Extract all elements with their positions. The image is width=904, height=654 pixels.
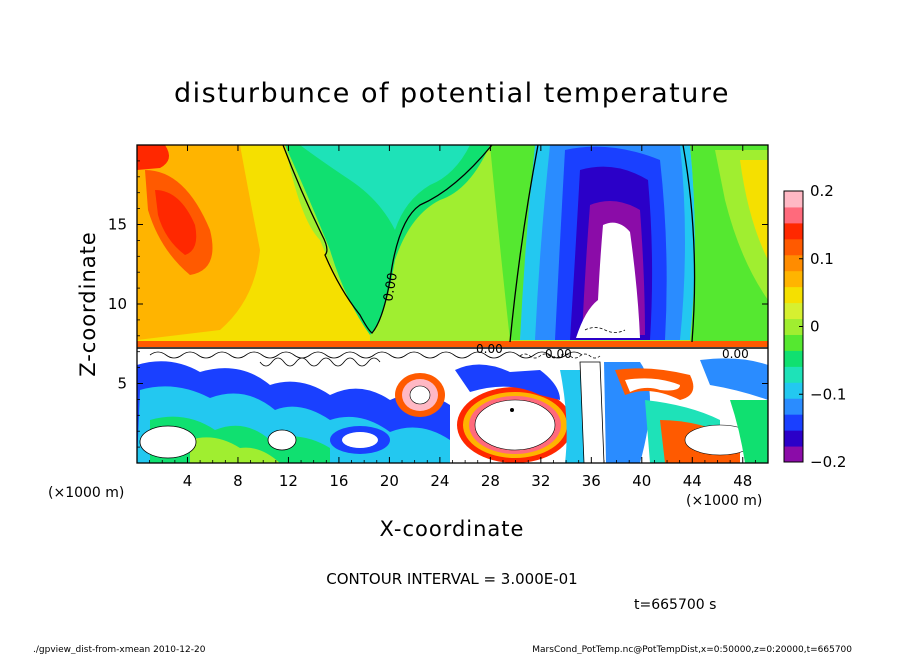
x-unit-right: (×1000 m) (686, 493, 762, 509)
x-unit-left: (×1000 m) (48, 485, 124, 501)
zero-contour-right-2 (682, 145, 696, 343)
footer-right: MarsCond_PotTemp.nc@PotTempDist,x=0:5000… (532, 645, 852, 654)
x-tick-label: 48 (733, 472, 752, 490)
y-tick-label: 15 (108, 216, 127, 234)
colorbar-swatch (784, 430, 803, 447)
colorbar-swatch (784, 302, 803, 320)
chart-title: disturbunce of potential temperature (174, 78, 730, 109)
plot-area (137, 145, 768, 463)
y-tick-label: 5 (117, 375, 127, 393)
x-axis: 4 8 12 16 20 24 28 32 36 40 44 48 (149, 145, 756, 490)
neutral-tongue (285, 145, 490, 335)
colorbar-swatch (784, 334, 803, 351)
colorbar-swatch (784, 222, 803, 240)
colorbar-tick-label: 0.1 (810, 250, 834, 268)
zero-contour-left (282, 145, 493, 334)
time-label: t=665700 s (634, 597, 716, 613)
y-axis: 5 10 15 (108, 160, 768, 448)
x-axis-title: X-coordinate (380, 517, 525, 541)
contour-label: 0.00 (722, 347, 749, 361)
y-axis-title: Z-coordinate (76, 231, 100, 377)
white-core (576, 222, 640, 338)
colorbar-swatch (784, 206, 803, 224)
footer-left: ./gpview_dist-from-xmean 2010-12-20 (33, 645, 206, 654)
x-tick-label: 4 (183, 472, 193, 490)
colorbar-tick-label: 0 (810, 318, 820, 336)
x-tick-label: 24 (430, 472, 449, 490)
colorbar-swatch (784, 366, 803, 383)
x-tick-label: 16 (329, 472, 348, 490)
colorbar-swatch (784, 318, 803, 335)
colorbar-swatch (784, 238, 803, 256)
contour-label: 0.00 (545, 347, 572, 361)
colorbar-swatch (784, 191, 803, 208)
x-tick-label: 20 (380, 472, 399, 490)
colorbar-swatch (784, 254, 803, 272)
colorbar-ticks: 0.2 0.1 0 −0.1 −0.2 (799, 182, 846, 471)
colorbar-tick-label: 0.2 (810, 182, 834, 200)
colorbar-swatch (784, 382, 803, 399)
colorbar-swatch (784, 446, 803, 463)
x-tick-label: 32 (531, 472, 550, 490)
colorbar-swatch (784, 286, 803, 304)
contour-label: 0.00 (381, 272, 401, 303)
colorbar-swatch (784, 350, 803, 367)
colorbar-swatch (784, 398, 803, 415)
colorbar-swatch (784, 414, 803, 431)
x-tick-label: 40 (632, 472, 651, 490)
x-tick-label: 44 (683, 472, 702, 490)
colorbar (784, 191, 803, 463)
contour-interval: CONTOUR INTERVAL = 3.000E-01 (326, 570, 577, 588)
x-tick-label: 36 (582, 472, 601, 490)
x-tick-label: 8 (233, 472, 243, 490)
zero-contour-right-1 (509, 145, 539, 343)
colorbar-swatch (784, 270, 803, 288)
y-tick-label: 10 (108, 295, 127, 313)
colorbar-tick-label: −0.2 (810, 453, 846, 471)
x-tick-label: 28 (481, 472, 500, 490)
colorbar-tick-label: −0.1 (810, 385, 846, 403)
contour-label: 0.00 (476, 342, 503, 356)
x-tick-label: 12 (279, 472, 298, 490)
